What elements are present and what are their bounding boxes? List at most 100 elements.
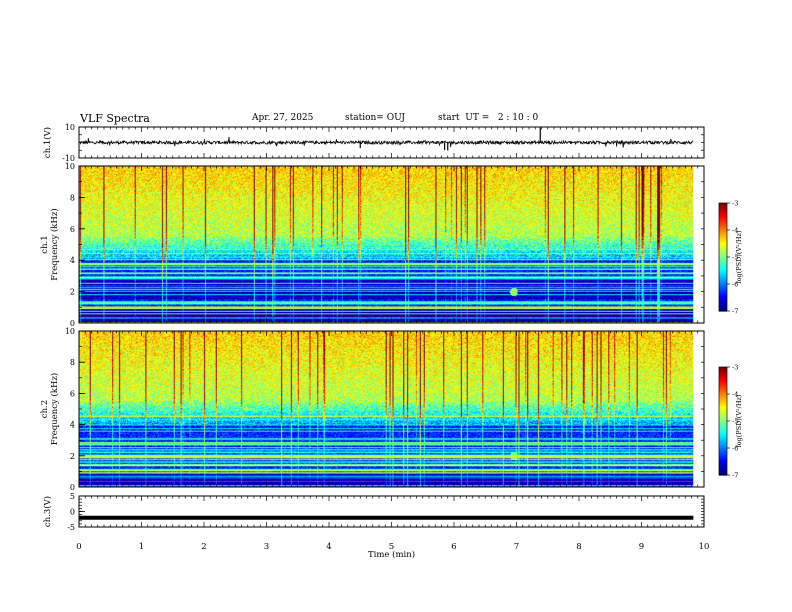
colorbar-2-tick-label-1: -4 <box>732 391 738 399</box>
colorbar-1-segment <box>719 302 727 305</box>
colorbar-1-segment <box>719 300 727 303</box>
colorbar-2-segment <box>719 457 727 460</box>
colorbar-2-segment <box>719 406 727 409</box>
colorbar-1-segment <box>719 289 727 292</box>
colorbar-1-tick-label-4: -7 <box>732 308 738 316</box>
colorbar-1-segment <box>719 212 727 215</box>
colorbar-1-segment <box>719 293 727 296</box>
colorbar-1-segment <box>719 208 727 211</box>
colorbar-1-segment <box>719 242 727 245</box>
colorbar-2-segment <box>719 444 727 447</box>
colorbar-1-segment <box>719 257 727 260</box>
colorbar-1-tick-label-0: -3 <box>732 200 738 208</box>
colorbar-2-segment <box>719 376 727 379</box>
colorbar-1-segment <box>719 222 727 226</box>
colorbar-1-tick-label-1: -4 <box>732 227 738 235</box>
x-tick-label-3: 3 <box>264 542 269 552</box>
colorbar-2-segment <box>719 466 727 469</box>
colorbar-2-segment <box>719 469 727 472</box>
colorbar-1-segment <box>719 217 727 220</box>
colorbar-1-segment <box>719 282 727 285</box>
colorbar-1-segment <box>719 233 727 236</box>
ch1-spectrogram-ytick-label-5: 10 <box>65 162 75 171</box>
colorbar-2-segment <box>719 383 727 386</box>
colorbar-2-segment <box>719 388 727 391</box>
colorbar-2-segment <box>719 424 727 427</box>
x-tick-label-7: 7 <box>514 542 519 552</box>
colorbar-1-segment <box>719 273 727 276</box>
colorbar-2-segment <box>719 431 727 435</box>
x-tick-label-6: 6 <box>451 542 456 552</box>
ch1-spectrogram-ylabel-1: ch.1 <box>40 235 50 253</box>
colorbar-1-tick-label-2: -5 <box>732 254 738 262</box>
colorbar-1-segment <box>719 230 727 233</box>
colorbar-2-segment <box>719 464 727 467</box>
start-time-label: start UT = 2 : 10 : 0 <box>438 113 539 123</box>
colorbar-2-segment <box>719 377 727 381</box>
ch2-spectrogram-ytick-label-4: 8 <box>70 358 75 367</box>
colorbar-2-segment <box>719 401 727 404</box>
colorbar-1-segment <box>719 275 727 278</box>
colorbar-1-segment <box>719 235 727 238</box>
colorbar-1-segment <box>719 215 727 218</box>
colorbar-2-segment <box>719 419 727 422</box>
colorbar-1-segment <box>719 285 727 289</box>
colorbar-2-tick-label-2: -5 <box>732 418 738 426</box>
colorbar-2-segment <box>719 392 727 395</box>
colorbar-2-segment <box>719 413 727 417</box>
ch1-spectrogram-ytick-label-4: 8 <box>70 193 75 202</box>
ch2-spectrogram-ylabel-2: Frequency (kHz) <box>49 373 60 445</box>
colorbar-2-segment <box>719 368 727 372</box>
colorbar-2-segment <box>719 433 727 436</box>
colorbar-1-segment <box>719 204 727 208</box>
colorbar-2-tick-label-0: -3 <box>732 364 738 372</box>
colorbar-2-segment <box>719 442 727 445</box>
colorbar-1-segment <box>719 228 727 231</box>
colorbar-2-segment <box>719 440 727 444</box>
colorbar-2-segment <box>719 448 727 451</box>
colorbar-2-segment <box>719 397 727 400</box>
ch2-spectrogram-ytick-label-5: 10 <box>65 327 75 336</box>
x-tick-label-4: 4 <box>326 542 331 552</box>
ch1-spectrogram-ytick-label-2: 4 <box>70 256 75 265</box>
colorbar-2-segment <box>719 467 727 471</box>
colorbar-2-segment <box>719 367 727 370</box>
spectrogram-image-1 <box>79 166 704 323</box>
ch3-waveform-ytick-label-0: 5 <box>70 492 75 501</box>
date-label: Apr. 27, 2025 <box>252 113 314 123</box>
colorbar-1-segment <box>719 224 727 227</box>
colorbar-2-segment <box>719 374 727 377</box>
colorbar-2-segment <box>719 408 727 411</box>
colorbar-2-segment <box>719 386 727 390</box>
colorbar-2-segment <box>719 437 727 440</box>
colorbar-1-segment <box>719 276 727 280</box>
colorbar-1-segment <box>719 221 727 224</box>
colorbar-2-segment <box>719 453 727 456</box>
colorbar-2-segment <box>719 415 727 418</box>
colorbar-2-segment <box>719 410 727 413</box>
colorbar-1-segment <box>719 244 727 247</box>
colorbar-1-segment <box>719 267 727 271</box>
ch1-spectrogram-ytick-label-3: 6 <box>70 225 75 234</box>
colorbar-1-segment <box>719 248 727 251</box>
x-tick-label-10: 10 <box>699 542 710 552</box>
ch1-spectrogram-ytick-label-1: 2 <box>70 288 75 297</box>
ch2-spectrogram-ytick-label-1: 2 <box>70 452 75 461</box>
colorbar-1-segment <box>719 210 727 213</box>
ch2-spectrogram-ytick-label-0: 0 <box>70 483 75 492</box>
colorbar-2-segment <box>719 439 727 442</box>
colorbar-1-label: log(PSD)(V²/Hz) <box>735 230 743 283</box>
colorbar-2-segment <box>719 390 727 393</box>
ch3-waveform-ytick-label-2: -5 <box>67 523 75 532</box>
colorbar-2-segment <box>719 458 727 462</box>
colorbar-2-segment <box>719 394 727 397</box>
ch1-waveform-ytick-label-0: 10 <box>65 123 75 132</box>
colorbar-2-segment <box>719 473 727 476</box>
x-tick-label-1: 1 <box>139 542 144 552</box>
colorbar-2-segment <box>719 395 727 399</box>
colorbar-2-segment <box>719 370 727 373</box>
colorbar-2-segment <box>719 412 727 415</box>
colorbar-2-segment <box>719 422 727 426</box>
ch1-waveform-ytick-label-1: -10 <box>62 154 75 163</box>
